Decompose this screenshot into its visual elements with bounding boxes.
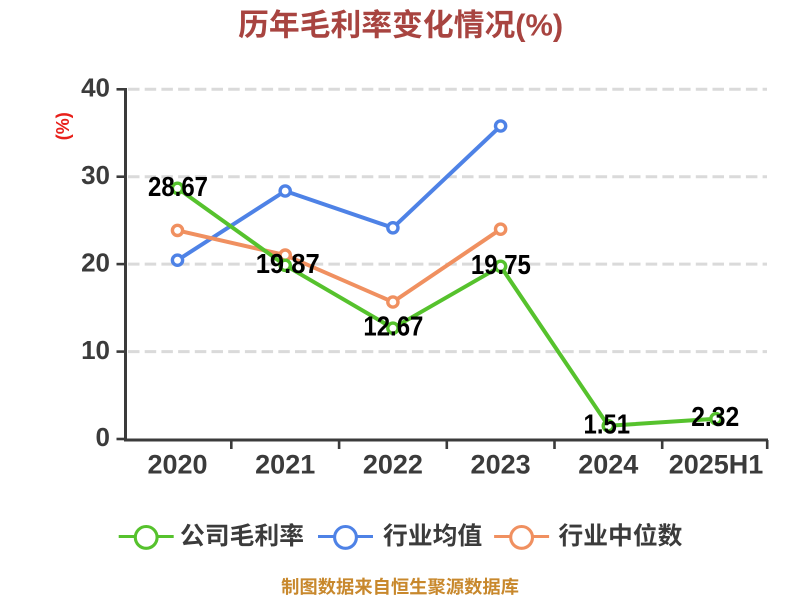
svg-text:1.51: 1.51: [584, 408, 631, 439]
svg-text:2022: 2022: [363, 449, 423, 479]
svg-text:(%): (%): [515, 8, 563, 43]
svg-text:0: 0: [96, 422, 110, 452]
svg-text:20: 20: [81, 247, 110, 277]
svg-text:2025H1: 2025H1: [669, 449, 764, 479]
svg-text:2024: 2024: [578, 449, 638, 479]
svg-text:30: 30: [81, 160, 110, 190]
svg-text:2023: 2023: [471, 449, 531, 479]
svg-text:2.32: 2.32: [691, 401, 739, 432]
svg-text:2020: 2020: [147, 449, 207, 479]
svg-text:28.67: 28.67: [148, 171, 208, 202]
svg-text:19.75: 19.75: [471, 249, 531, 280]
svg-text:(%): (%): [53, 112, 73, 140]
svg-text:12.67: 12.67: [363, 311, 423, 342]
svg-text:19.87: 19.87: [256, 248, 320, 279]
svg-text:40: 40: [81, 73, 110, 103]
svg-text:2021: 2021: [255, 449, 315, 479]
svg-text:10: 10: [81, 335, 110, 365]
